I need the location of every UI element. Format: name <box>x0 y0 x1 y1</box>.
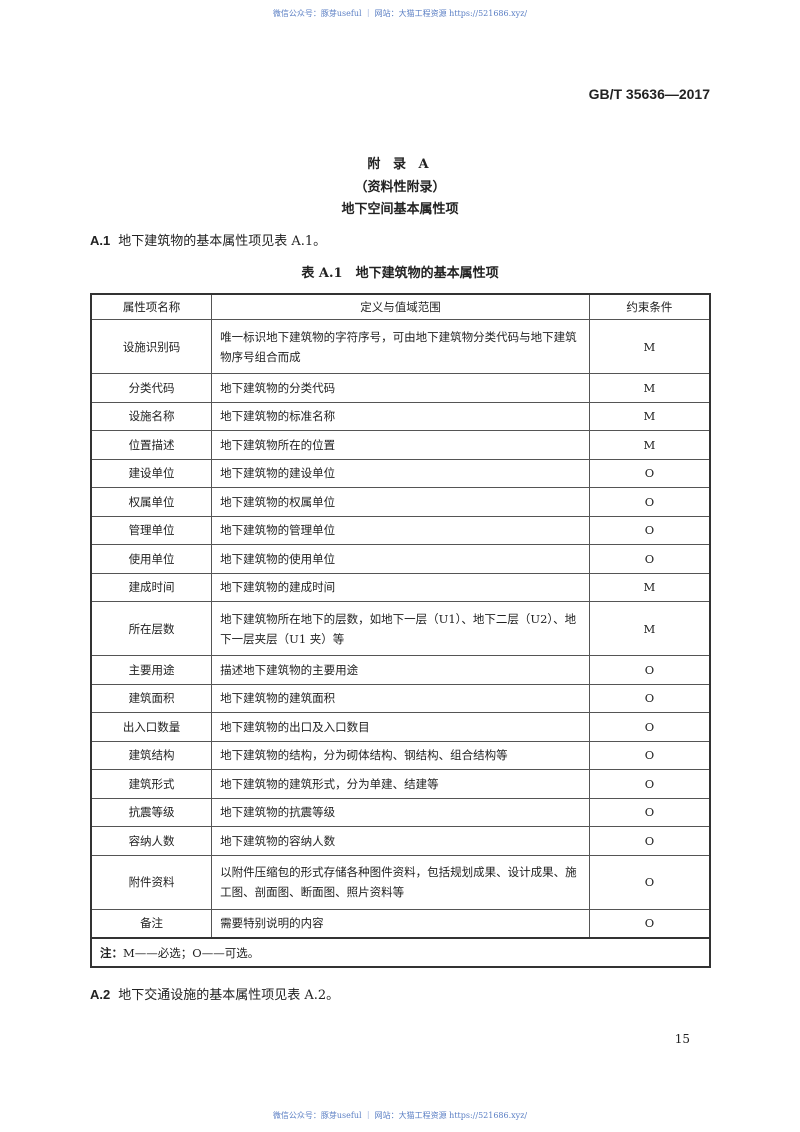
attribute-name-cell: 设施名称 <box>90 401 213 431</box>
attribute-name-cell: 建成时间 <box>90 572 213 602</box>
definition-cell: 需要特别说明的内容 <box>211 908 590 939</box>
attribute-name-cell: 建筑结构 <box>90 740 213 770</box>
table-note-row: 注：M——必选；O——可选。 <box>90 937 711 968</box>
constraint-cell: O <box>588 797 711 827</box>
constraint-cell: O <box>588 908 711 939</box>
constraint-cell: O <box>588 487 711 517</box>
section-text: 地下交通设施的基本属性项见表 A.2。 <box>118 988 340 1003</box>
table-row: 设施名称 地下建筑物的标准名称 M <box>90 401 711 431</box>
section-number: A.1 <box>90 233 111 248</box>
constraint-cell: M <box>588 572 711 602</box>
definition-cell: 地下建筑物的分类代码 <box>211 373 590 403</box>
constraint-cell: M <box>588 401 711 431</box>
definition-cell: 地下建筑物所在的位置 <box>211 430 590 460</box>
note-label: 注： <box>100 945 123 960</box>
table-row: 权属单位 地下建筑物的权属单位 O <box>90 487 711 517</box>
constraint-cell: O <box>588 740 711 770</box>
appendix-title: 附 录 A <box>367 157 433 172</box>
page-number: 15 <box>674 1032 690 1046</box>
definition-cell: 地下建筑物的使用单位 <box>211 544 590 574</box>
section-a2: A.2 地下交通设施的基本属性项见表 A.2。 <box>90 984 339 1003</box>
table-row: 设施识别码 唯一标识地下建筑物的字符序号，可由地下建筑物分类代码与地下建筑物序号组… <box>90 319 711 374</box>
constraint-cell: O <box>588 515 711 545</box>
constraint-cell: O <box>588 544 711 574</box>
attribute-name-cell: 建设单位 <box>90 458 213 488</box>
definition-cell: 以附件压缩包的形式存储各种图件资料，包括规划成果、设计成果、施工图、剖面图、断面… <box>211 854 590 910</box>
definition-cell: 地下建筑物的权属单位 <box>211 487 590 517</box>
definition-cell: 地下建筑物的标准名称 <box>211 401 590 431</box>
section-text: 地下建筑物的基本属性项见表 A.1。 <box>118 234 327 249</box>
definition-cell: 地下建筑物的出口及入口数目 <box>211 712 590 742</box>
definition-cell: 唯一标识地下建筑物的字符序号，可由地下建筑物分类代码与地下建筑物序号组合而成 <box>211 319 590 374</box>
definition-cell: 地下建筑物的管理单位 <box>211 515 590 545</box>
appendix-subtitle: （资料性附录） <box>354 180 446 195</box>
header-cell: 属性项名称 <box>90 293 213 320</box>
attribute-name-cell: 容纳人数 <box>90 826 213 856</box>
standard-code: GB/T 35636—2017 <box>588 86 710 102</box>
attribute-table: 属性项名称 定义与值域范围 约束条件 设施识别码 唯一标识地下建筑物的字符序号，可… <box>90 293 711 968</box>
attribute-name-cell: 所在层数 <box>90 601 213 656</box>
table-row: 抗震等级 地下建筑物的抗震等级 O <box>90 797 711 827</box>
constraint-cell: O <box>588 769 711 799</box>
table-caption: 表 A.1 地下建筑物的基本属性项 <box>301 266 499 281</box>
attribute-name-cell: 建筑形式 <box>90 769 213 799</box>
definition-cell: 地下建筑物的建设单位 <box>211 458 590 488</box>
attribute-name-cell: 设施识别码 <box>90 319 213 374</box>
attribute-name-cell: 主要用途 <box>90 655 213 685</box>
watermark-bottom: 微信公众号：豚芽useful ｜ 网站：大猫工程资源 https://52168… <box>272 1111 528 1120</box>
table-row: 管理单位 地下建筑物的管理单位 O <box>90 515 711 545</box>
definition-cell: 地下建筑物的结构，分为砌体结构、钢结构、组合结构等 <box>211 740 590 770</box>
constraint-cell: M <box>588 601 711 656</box>
constraint-cell: M <box>588 373 711 403</box>
table-row: 建设单位 地下建筑物的建设单位 O <box>90 458 711 488</box>
constraint-cell: O <box>588 854 711 910</box>
constraint-cell: O <box>588 683 711 713</box>
attribute-name-cell: 建筑面积 <box>90 683 213 713</box>
table-row: 建成时间 地下建筑物的建成时间 M <box>90 572 711 602</box>
constraint-cell: O <box>588 458 711 488</box>
constraint-cell: M <box>588 430 711 460</box>
table-note: 注：M——必选；O——可选。 <box>90 937 711 968</box>
header-cell: 约束条件 <box>588 293 711 320</box>
attribute-name-cell: 使用单位 <box>90 544 213 574</box>
appendix-heading: 地下空间基本属性项 <box>341 202 459 217</box>
table-row: 出入口数量 地下建筑物的出口及入口数目 O <box>90 712 711 742</box>
table-row: 建筑结构 地下建筑物的结构，分为砌体结构、钢结构、组合结构等 O <box>90 740 711 770</box>
attribute-name-cell: 分类代码 <box>90 373 213 403</box>
definition-cell: 地下建筑物所在地下的层数，如地下一层（U1）、地下二层（U2）、地下一层夹层（U… <box>211 601 590 656</box>
definition-cell: 地下建筑物的建成时间 <box>211 572 590 602</box>
definition-cell: 地下建筑物的容纳人数 <box>211 826 590 856</box>
attribute-name-cell: 备注 <box>90 908 213 939</box>
definition-cell: 地下建筑物的建筑形式，分为单建、结建等 <box>211 769 590 799</box>
constraint-cell: O <box>588 826 711 856</box>
attribute-name-cell: 权属单位 <box>90 487 213 517</box>
table-row: 所在层数 地下建筑物所在地下的层数，如地下一层（U1）、地下二层（U2）、地下一层… <box>90 601 711 656</box>
table-header-row: 属性项名称 定义与值域范围 约束条件 <box>90 293 711 320</box>
table-row: 分类代码 地下建筑物的分类代码 M <box>90 373 711 403</box>
constraint-cell: O <box>588 712 711 742</box>
constraint-cell: M <box>588 319 711 374</box>
table-row: 位置描述 地下建筑物所在的位置 M <box>90 430 711 460</box>
table-row: 建筑形式 地下建筑物的建筑形式，分为单建、结建等 O <box>90 769 711 799</box>
header-cell: 定义与值域范围 <box>211 293 590 320</box>
attribute-name-cell: 出入口数量 <box>90 712 213 742</box>
table-row: 附件资料 以附件压缩包的形式存储各种图件资料，包括规划成果、设计成果、施工图、剖面… <box>90 854 711 910</box>
constraint-cell: O <box>588 655 711 685</box>
definition-cell: 描述地下建筑物的主要用途 <box>211 655 590 685</box>
section-a1: A.1 地下建筑物的基本属性项见表 A.1。 <box>90 230 326 249</box>
attribute-name-cell: 管理单位 <box>90 515 213 545</box>
table-row: 容纳人数 地下建筑物的容纳人数 O <box>90 826 711 856</box>
table-row: 建筑面积 地下建筑物的建筑面积 O <box>90 683 711 713</box>
section-number: A.2 <box>90 987 111 1002</box>
watermark-top: 微信公众号：豚芽useful ｜ 网站：大猫工程资源 https://52168… <box>272 9 528 18</box>
definition-cell: 地下建筑物的抗震等级 <box>211 797 590 827</box>
table-row: 主要用途 描述地下建筑物的主要用途 O <box>90 655 711 685</box>
attribute-name-cell: 抗震等级 <box>90 797 213 827</box>
note-text: M——必选；O——可选。 <box>123 945 260 960</box>
attribute-name-cell: 附件资料 <box>90 854 213 910</box>
table-row: 使用单位 地下建筑物的使用单位 O <box>90 544 711 574</box>
attribute-name-cell: 位置描述 <box>90 430 213 460</box>
table-row: 备注 需要特别说明的内容 O <box>90 908 711 939</box>
definition-cell: 地下建筑物的建筑面积 <box>211 683 590 713</box>
